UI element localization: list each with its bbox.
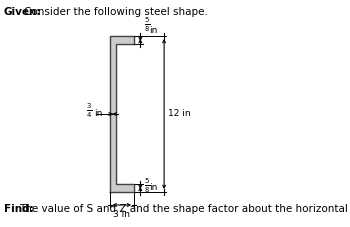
Text: $\frac{3}{4}$: $\frac{3}{4}$	[86, 102, 93, 120]
Text: Consider the following steel shape.: Consider the following steel shape.	[24, 7, 208, 17]
Text: Given:: Given:	[4, 7, 41, 17]
Text: 3 in: 3 in	[113, 210, 130, 219]
Text: $\frac{5}{8}$: $\frac{5}{8}$	[144, 177, 150, 195]
Polygon shape	[110, 36, 134, 192]
Text: in: in	[149, 183, 158, 192]
Text: Find:: Find:	[4, 204, 34, 214]
Text: The value of S and Z and the shape factor about the horizontal x-x axes.: The value of S and Z and the shape facto…	[19, 204, 350, 214]
Text: $\frac{5}{8}$: $\frac{5}{8}$	[144, 16, 150, 34]
Text: 12 in: 12 in	[168, 109, 190, 118]
Text: in: in	[149, 26, 158, 35]
Text: in: in	[94, 109, 103, 118]
